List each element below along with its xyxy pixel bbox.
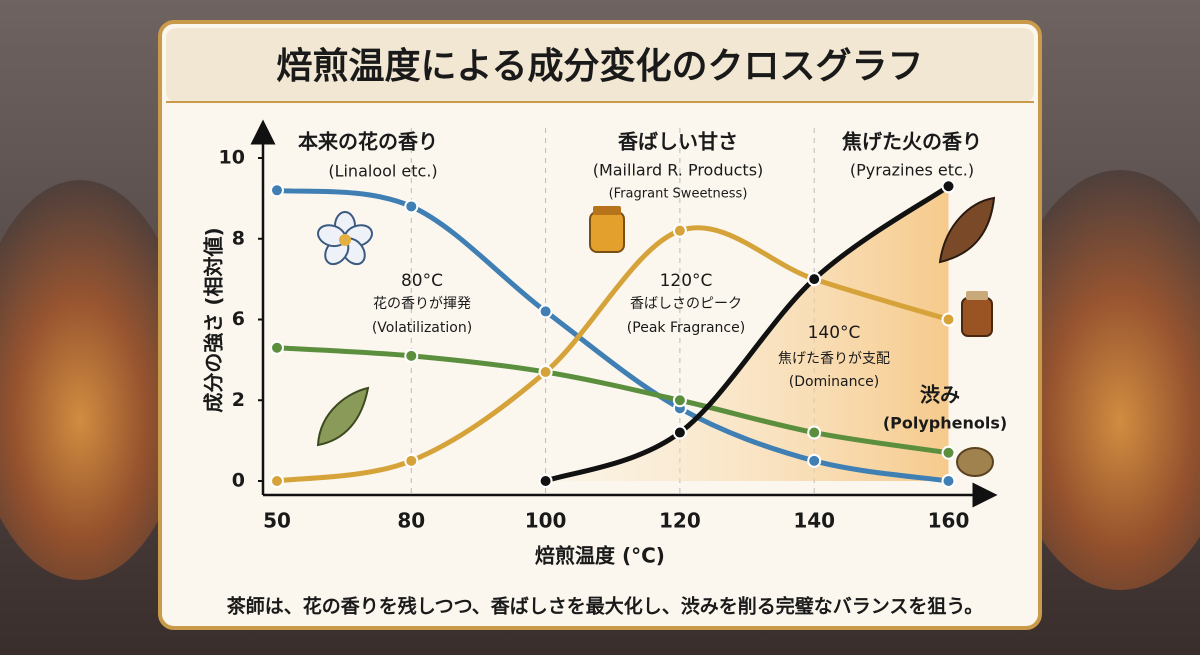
y-tick-label: 8 xyxy=(232,227,245,249)
data-point xyxy=(807,272,822,287)
annotation: (Dominance) xyxy=(789,374,879,390)
grain-icon xyxy=(956,447,994,477)
data-point xyxy=(270,474,284,488)
y-tick-label: 10 xyxy=(219,147,245,169)
data-point xyxy=(941,445,956,460)
x-tick-label: 50 xyxy=(263,509,291,533)
annotation: (Peak Fragrance) xyxy=(627,320,745,336)
annotation: 80°C xyxy=(401,271,443,291)
data-point xyxy=(404,348,419,363)
y-tick-label: 2 xyxy=(232,389,245,411)
series-line xyxy=(543,183,951,484)
fire-glow xyxy=(1000,170,1200,590)
y-axis-label: 成分の強さ (相対値) xyxy=(202,227,226,412)
annotation: 本来の花の香り xyxy=(298,130,438,154)
annotation: 焦げた火の香り xyxy=(842,130,982,154)
fire-glow xyxy=(0,180,190,580)
y-tick-label: 0 xyxy=(232,470,245,492)
annotation: 花の香りが揮発 xyxy=(373,296,471,312)
data-point xyxy=(538,304,553,319)
y-tick-label: 6 xyxy=(232,308,245,330)
footer-note: 茶師は、花の香りを残しつつ、香ばしさを最大化し、渋みを削る完璧なバランスを狙う。 xyxy=(227,595,984,618)
data-point xyxy=(404,453,419,468)
annotation: (Linalool etc.) xyxy=(328,162,437,181)
data-point xyxy=(270,340,284,355)
x-axis-label: 焙煎温度 (°C) xyxy=(535,544,665,568)
burn-area xyxy=(545,186,949,481)
annotation: (Fragrant Sweetness) xyxy=(609,187,748,202)
annotation: 香ばしさのピーク xyxy=(630,296,742,312)
annotation: 香ばしい甘さ xyxy=(618,130,738,154)
data-point xyxy=(270,183,284,198)
series-line xyxy=(274,345,951,456)
data-point xyxy=(941,474,956,488)
data-point xyxy=(672,425,687,440)
annotation: (Pyrazines etc.) xyxy=(850,161,974,180)
leaf-icon xyxy=(316,386,370,447)
data-point xyxy=(941,312,956,327)
chart-title: 焙煎温度による成分変化のクロスグラフ xyxy=(277,45,924,87)
annotation: 焦げた香りが支配 xyxy=(778,351,890,367)
annotation: (Polyphenols) xyxy=(883,414,1007,433)
data-point xyxy=(807,425,822,440)
flower-icon xyxy=(317,211,373,266)
data-point xyxy=(672,223,687,238)
data-point xyxy=(807,453,822,468)
data-point xyxy=(672,393,687,408)
x-tick-label: 100 xyxy=(525,509,567,533)
burnt-leaf-icon xyxy=(938,196,996,264)
x-tick-label: 160 xyxy=(928,509,970,533)
annotation: 140°C xyxy=(808,323,861,343)
data-point xyxy=(404,199,419,214)
x-tick-label: 140 xyxy=(793,509,835,533)
honey-icon xyxy=(589,206,625,253)
annotation: (Volatilization) xyxy=(372,320,472,336)
data-point xyxy=(538,364,553,379)
title-band xyxy=(166,28,1034,102)
annotation: 120°C xyxy=(660,271,713,291)
annotation: 渋み xyxy=(920,383,960,407)
series-line xyxy=(274,187,951,484)
x-tick-label: 120 xyxy=(659,509,701,533)
jar-icon xyxy=(961,291,993,337)
x-tick-label: 80 xyxy=(397,509,425,533)
data-point xyxy=(941,179,956,194)
data-point xyxy=(538,474,553,488)
annotation: (Maillard R. Products) xyxy=(593,161,764,180)
